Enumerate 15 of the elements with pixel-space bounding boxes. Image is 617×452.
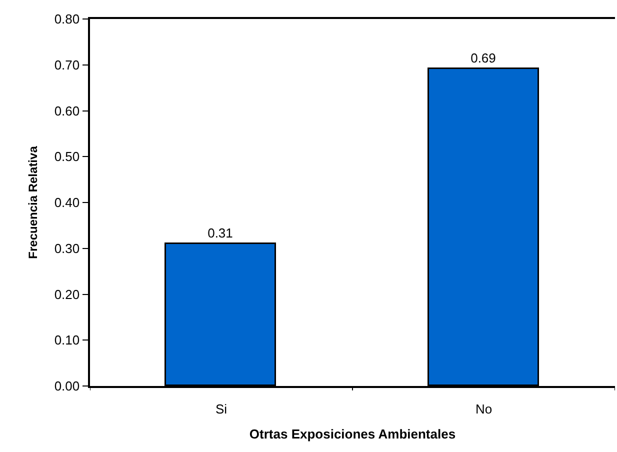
y-tick-label: 0.30 bbox=[54, 240, 80, 256]
x-tick-label: Si bbox=[215, 401, 228, 416]
y-axis-title: Frecuencia Relativa bbox=[26, 146, 40, 259]
x-axis-title: Otrtas Exposiciones Ambientales bbox=[249, 426, 456, 442]
y-tick-label: 0.50 bbox=[54, 149, 80, 164]
y-tick-label: 0.40 bbox=[54, 195, 80, 210]
y-tick-label: 0.60 bbox=[54, 103, 80, 118]
y-tick-label: 0.70 bbox=[54, 57, 80, 72]
x-tick-label: No bbox=[475, 401, 492, 416]
y-tick-label: 0.80 bbox=[54, 12, 80, 27]
y-tick-label: 0.00 bbox=[54, 378, 80, 394]
y-tick-label: 0.20 bbox=[54, 286, 80, 302]
data-label: 0.31 bbox=[208, 225, 233, 240]
data-label: 0.69 bbox=[470, 50, 496, 66]
y-tick-label: 0.10 bbox=[54, 332, 80, 348]
